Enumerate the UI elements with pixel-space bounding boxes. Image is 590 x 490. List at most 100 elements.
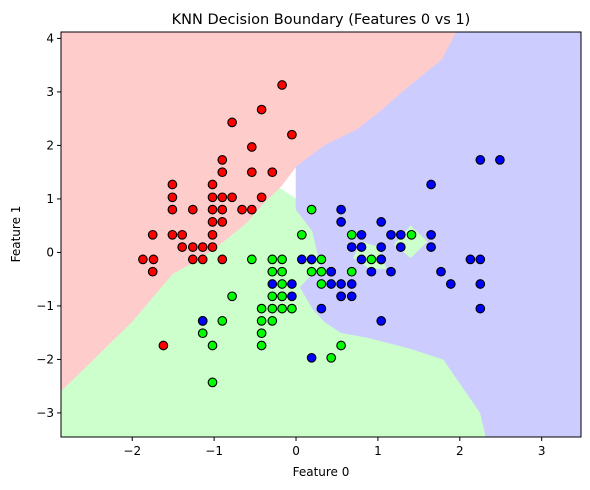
point-class-0-12 (197, 254, 208, 265)
point-class-1-17 (277, 266, 287, 277)
y-tick-label: 3 (46, 85, 54, 99)
point-class-2-18 (356, 242, 367, 252)
y-tick-label: −2 (36, 353, 54, 367)
point-class-0-11 (187, 204, 198, 215)
point-class-2-33 (445, 279, 456, 289)
point-class-1-14 (267, 254, 278, 265)
point-class-2-9 (326, 266, 337, 277)
point-class-1-27 (316, 279, 327, 289)
point-class-1-10 (256, 340, 267, 351)
point-class-2-39 (495, 155, 505, 165)
point-class-2-2 (287, 279, 297, 289)
point-class-2-26 (386, 266, 396, 277)
point-class-2-27 (395, 229, 406, 240)
point-class-1-25 (316, 254, 327, 265)
y-tick-label: 4 (46, 32, 54, 46)
x-axis-label: Feature 0 (293, 465, 350, 479)
point-class-1-13 (267, 316, 278, 326)
point-class-1-23 (306, 204, 317, 215)
point-class-0-16 (207, 217, 218, 227)
point-class-0-26 (227, 192, 237, 203)
point-class-1-6 (246, 254, 257, 265)
point-class-1-12 (267, 303, 278, 314)
point-class-2-1 (267, 279, 278, 289)
point-class-1-26 (316, 266, 327, 277)
point-class-1-5 (227, 291, 237, 302)
x-tick-label: 2 (456, 444, 464, 458)
point-class-2-19 (356, 254, 367, 265)
point-class-2-7 (316, 303, 327, 314)
point-class-2-22 (376, 217, 387, 227)
point-class-2-5 (306, 254, 317, 265)
point-class-0-18 (207, 192, 218, 203)
point-class-0-14 (207, 242, 218, 252)
y-tick-label: 1 (46, 192, 54, 206)
point-class-0-7 (177, 229, 188, 240)
point-class-0-25 (217, 155, 228, 165)
point-class-0-29 (246, 204, 257, 215)
point-class-2-32 (436, 266, 446, 277)
point-class-1-8 (256, 316, 267, 326)
point-class-2-23 (376, 254, 387, 265)
point-class-1-38 (277, 291, 287, 302)
point-class-0-37 (158, 340, 169, 351)
point-class-2-15 (346, 279, 357, 289)
y-tick-label: −3 (36, 406, 54, 420)
point-class-1-32 (346, 266, 357, 277)
point-class-0-0 (138, 254, 148, 265)
point-class-2-24 (376, 316, 387, 326)
point-class-0-8 (177, 242, 188, 252)
point-class-2-4 (296, 254, 307, 265)
y-tick-label: −1 (36, 299, 54, 313)
point-class-2-3 (287, 291, 297, 302)
point-class-2-25 (386, 229, 396, 240)
point-class-2-17 (356, 229, 367, 240)
point-class-1-18 (277, 279, 287, 289)
point-class-1-36 (406, 229, 417, 240)
point-class-0-27 (227, 117, 237, 128)
point-class-0-13 (197, 242, 208, 252)
point-class-2-12 (336, 217, 346, 227)
point-class-0-22 (217, 204, 228, 215)
point-class-1-20 (277, 303, 287, 314)
chart-title: KNN Decision Boundary (Features 0 vs 1) (172, 12, 471, 28)
point-class-2-29 (426, 229, 436, 240)
point-class-2-35 (475, 155, 486, 165)
point-class-1-16 (277, 254, 287, 265)
x-axis-ticks: −2 −1 0 1 2 3 (123, 437, 546, 458)
point-class-2-21 (376, 242, 387, 252)
point-class-2-10 (336, 279, 346, 289)
point-class-0-1 (148, 254, 159, 265)
point-class-2-28 (395, 242, 406, 252)
point-class-0-35 (277, 80, 287, 90)
point-class-0-24 (217, 167, 228, 178)
point-class-2-16 (346, 291, 357, 302)
x-tick-label: 3 (538, 444, 546, 458)
point-class-0-38 (147, 229, 158, 240)
x-tick-label: 1 (374, 444, 382, 458)
point-class-0-23 (217, 192, 228, 203)
point-class-0-2 (147, 266, 158, 277)
point-class-0-15 (207, 229, 218, 240)
point-class-0-30 (246, 167, 257, 178)
point-class-0-4 (167, 204, 178, 215)
point-class-0-32 (256, 192, 267, 203)
y-tick-label: 0 (46, 246, 54, 260)
point-class-0-28 (237, 204, 247, 215)
point-class-2-31 (426, 179, 436, 190)
point-class-0-3 (167, 229, 178, 240)
point-class-1-24 (306, 266, 317, 277)
point-class-0-20 (217, 254, 228, 265)
point-class-0-31 (246, 142, 257, 152)
region-class-2-2 (295, 32, 581, 437)
point-class-1-34 (366, 254, 377, 265)
point-class-1-31 (336, 340, 346, 351)
point-class-1-11 (267, 291, 278, 302)
point-class-0-33 (256, 104, 267, 115)
point-class-2-13 (336, 204, 346, 215)
data-points (138, 80, 505, 388)
point-class-1-2 (207, 340, 218, 351)
point-class-2-0 (197, 316, 208, 326)
x-tick-label: −1 (205, 444, 223, 458)
